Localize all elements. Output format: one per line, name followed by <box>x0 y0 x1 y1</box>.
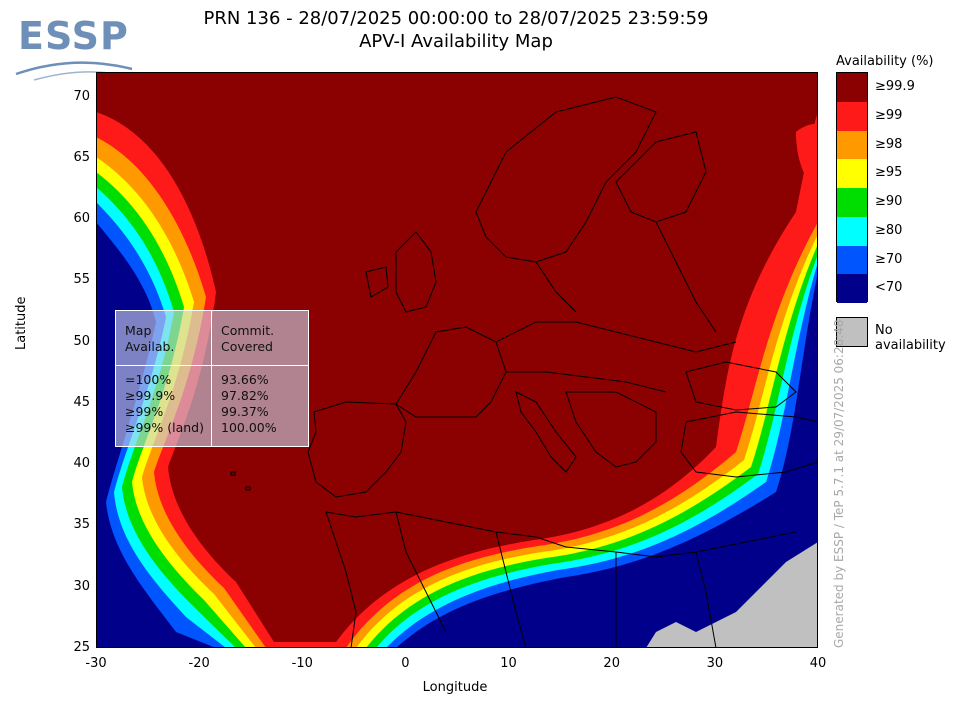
legend-swatch <box>837 188 867 217</box>
legend-label: ≥99.9 <box>875 79 915 94</box>
legend-swatch <box>837 245 867 275</box>
x-tick-label: -10 <box>291 656 313 671</box>
legend-colorbar <box>836 72 868 303</box>
x-tick-label: 0 <box>401 656 410 671</box>
map-title: PRN 136 - 28/07/2025 00:00:00 to 28/07/2… <box>203 8 709 29</box>
legend-label: ≥99 <box>875 107 903 123</box>
y-tick-label: 30 <box>73 578 90 594</box>
legend-swatch <box>837 216 867 246</box>
coverage-stats-table: Map Availab. Commit. Covered =100% 93.66%… <box>115 310 309 447</box>
stats-value: 93.66% <box>221 372 269 387</box>
y-tick-label: 65 <box>73 149 90 165</box>
legend-label: ≥70 <box>875 251 903 267</box>
x-tick-label: 20 <box>603 656 620 671</box>
x-tick-label: 10 <box>500 656 517 671</box>
x-tick-label: -20 <box>188 656 210 671</box>
y-tick-label: 40 <box>73 456 90 472</box>
y-tick-label: 60 <box>73 211 90 227</box>
stats-level: ≥99% <box>125 404 164 419</box>
legend-label: <70 <box>875 280 903 296</box>
x-tick-label: 40 <box>809 656 827 671</box>
no-availability-swatch <box>836 317 868 347</box>
x-tick-label: 30 <box>706 656 724 671</box>
essp-logo-text: ESSP <box>18 14 129 58</box>
x-axis-label: Longitude <box>422 680 488 695</box>
legend-swatch <box>837 73 867 102</box>
y-tick-label: 55 <box>73 272 90 288</box>
legend-swatch <box>837 130 867 160</box>
map-subtitle: APV-I Availability Map <box>359 31 553 52</box>
band-ge99-ne <box>796 123 818 192</box>
x-tick-label: -30 <box>85 656 107 671</box>
legend-title: Availability (%) <box>836 54 934 69</box>
stats-level: =100% <box>125 372 172 387</box>
stats-col1-header: Map Availab. <box>125 323 175 354</box>
no-availability-region <box>646 542 818 648</box>
legend-label: ≥80 <box>875 222 903 238</box>
legend-label: ≥98 <box>875 136 903 152</box>
stats-value: 97.82% <box>221 388 269 403</box>
stats-value: 100.00% <box>221 420 277 435</box>
y-tick-label: 25 <box>73 640 90 655</box>
legend-swatch <box>837 101 867 131</box>
y-tick-label: 45 <box>73 394 90 410</box>
y-tick-label: 70 <box>73 88 90 104</box>
no-availability-label: No availability <box>875 323 946 353</box>
availability-map <box>96 72 818 648</box>
stats-level: ≥99% (land) <box>125 420 204 435</box>
legend-swatch <box>837 274 867 303</box>
legend-swatch <box>837 159 867 188</box>
legend-label: ≥90 <box>875 194 903 209</box>
coastlines <box>230 96 818 648</box>
y-tick-label: 50 <box>73 333 90 349</box>
y-axis-label: Latitude <box>14 296 29 350</box>
stats-value: 99.37% <box>221 404 269 419</box>
stats-col2-header: Commit. Covered <box>221 323 275 354</box>
y-tick-label: 35 <box>73 517 90 533</box>
legend-label: ≥95 <box>875 165 903 181</box>
generation-credit: Generated by ESSP / TeP 5.7.1 at 29/07/2… <box>832 319 846 648</box>
stats-level: ≥99.9% <box>125 388 176 403</box>
